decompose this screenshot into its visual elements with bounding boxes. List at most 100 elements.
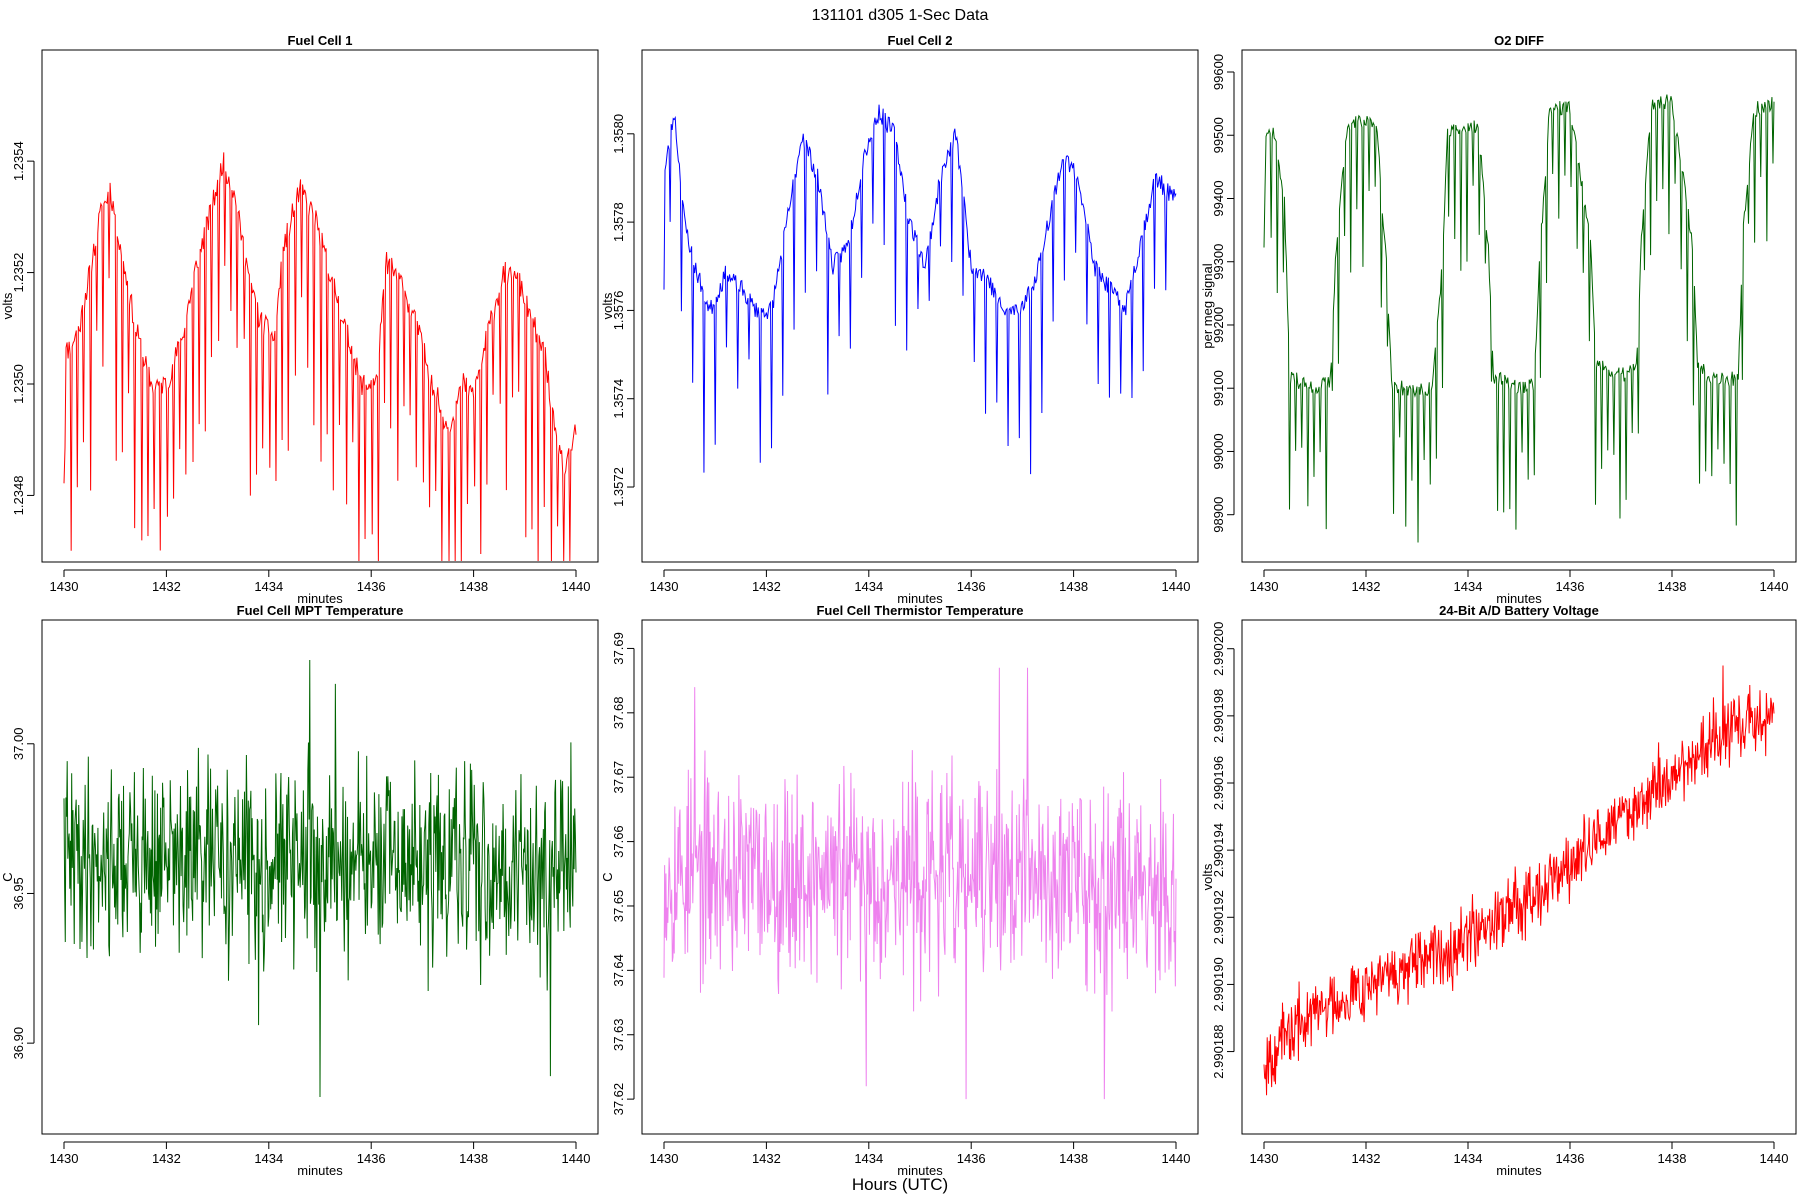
y-tick-label: 1.3572 [611, 467, 626, 507]
y-tick-label: 37.65 [611, 890, 626, 923]
x-tick-label: 1438 [1658, 579, 1687, 594]
y-tick-label: 2.990188 [1211, 1024, 1226, 1078]
y-tick-label: 37.63 [611, 1018, 626, 1051]
x-tick-label: 1436 [357, 1151, 386, 1166]
x-tick-label: 1436 [1556, 1151, 1585, 1166]
y-tick-label: 37.66 [611, 825, 626, 858]
chart-panel-mpt: Fuel Cell MPT Temperature 1430 1432 1434 143… [0, 603, 599, 1178]
series-line [663, 667, 1177, 1100]
x-tick-label: 1430 [650, 579, 679, 594]
x-tick-label: 1438 [459, 1151, 488, 1166]
plot-frame [641, 619, 1199, 1135]
figure-title: 131101 d305 1-Sec Data [812, 7, 989, 24]
y-tick-label: 37.67 [611, 761, 626, 794]
y-axis-label: volts [0, 292, 15, 319]
y-tick-label: 1.3578 [611, 202, 626, 242]
y-tick-label: 1.2354 [11, 141, 26, 181]
y-tick-label: 99400 [1211, 180, 1226, 216]
y-tick-label: 99500 [1211, 117, 1226, 153]
x-axis-label: minutes [897, 591, 943, 606]
chart-title: 24-Bit A/D Battery Voltage [1439, 603, 1599, 618]
y-tick-label: 2.990194 [1211, 823, 1226, 877]
y-tick-label: 2.990190 [1211, 957, 1226, 1011]
y-tick-label: 37.64 [611, 954, 626, 987]
chart-title: Fuel Cell Thermistor Temperature [816, 603, 1023, 618]
x-tick-label: 1440 [1162, 579, 1191, 594]
x-tick-label: 1432 [1352, 579, 1381, 594]
x-tick-label: 1434 [1454, 579, 1483, 594]
chart-title: Fuel Cell 2 [887, 33, 952, 48]
y-tick-label: 98900 [1211, 497, 1226, 533]
x-tick-label: 1432 [752, 579, 781, 594]
x-tick-label: 1438 [1059, 579, 1088, 594]
y-tick-label: 1.3576 [611, 291, 626, 331]
chart-panel-fc1: Fuel Cell 1 1430 1432 1434 1436 1438 1440 minut… [0, 33, 599, 606]
y-tick-label: 99100 [1211, 370, 1226, 406]
x-tick-label: 1430 [50, 579, 79, 594]
y-tick-label: 36.90 [11, 1027, 26, 1060]
y-axis-label: per meg signal [1200, 263, 1215, 348]
x-tick-label: 1440 [1760, 1151, 1789, 1166]
x-tick-label: 1438 [1658, 1151, 1687, 1166]
series-line [63, 659, 577, 1098]
y-tick-label: 1.3574 [611, 379, 626, 419]
x-tick-label: 1440 [1162, 1151, 1191, 1166]
plot-frame [41, 49, 599, 563]
y-tick-label: 2.990196 [1211, 756, 1226, 810]
y-tick-label: 37.00 [11, 728, 26, 761]
x-tick-label: 1432 [152, 1151, 181, 1166]
x-tick-label: 1432 [752, 1151, 781, 1166]
y-tick-label: 37.69 [611, 632, 626, 665]
x-axis-label: minutes [1496, 591, 1542, 606]
x-axis-label: minutes [897, 1163, 943, 1178]
plot-frame [641, 49, 1199, 563]
x-tick-label: 1434 [254, 1151, 283, 1166]
x-tick-label: 1436 [1556, 579, 1585, 594]
y-tick-label: 2.990192 [1211, 890, 1226, 944]
y-axis-label: volts [1200, 863, 1215, 890]
figure-bottom-label: Hours (UTC) [852, 1175, 948, 1194]
x-axis-label: minutes [297, 591, 343, 606]
x-tick-label: 1436 [957, 1151, 986, 1166]
x-axis-label: minutes [1496, 1163, 1542, 1178]
x-tick-label: 1432 [152, 579, 181, 594]
y-tick-label: 2.990200 [1211, 622, 1226, 676]
y-tick-label: 2.990198 [1211, 689, 1226, 743]
y-axis-label: C [0, 872, 15, 881]
x-tick-label: 1430 [1250, 579, 1279, 594]
chart-panel-batt: 24-Bit A/D Battery Voltage 1430 1432 1434 14… [1200, 603, 1797, 1178]
y-tick-label: 99200 [1211, 307, 1226, 343]
chart-title: Fuel Cell MPT Temperature [237, 603, 404, 618]
x-tick-label: 1430 [50, 1151, 79, 1166]
series-line [63, 152, 577, 562]
chart-panel-therm: Fuel Cell Thermistor Temperature 1430 1432… [600, 603, 1199, 1178]
y-axis-label: C [600, 872, 615, 881]
y-tick-label: 1.2350 [11, 364, 26, 404]
y-tick-label: 99600 [1211, 54, 1226, 90]
x-tick-label: 1434 [1454, 1151, 1483, 1166]
x-tick-label: 1432 [1352, 1151, 1381, 1166]
y-tick-label: 1.2352 [11, 253, 26, 293]
y-tick-label: 99000 [1211, 433, 1226, 469]
x-tick-label: 1440 [562, 579, 591, 594]
plot-frame [41, 619, 599, 1135]
series-line [1263, 665, 1775, 1096]
x-tick-label: 1434 [254, 579, 283, 594]
x-tick-label: 1440 [562, 1151, 591, 1166]
chart-title: O2 DIFF [1494, 33, 1544, 48]
plot-frame [1241, 619, 1797, 1135]
y-axis-label: volts [600, 292, 615, 319]
x-tick-label: 1440 [1760, 579, 1789, 594]
y-tick-label: 1.3580 [611, 114, 626, 154]
x-tick-label: 1438 [1059, 1151, 1088, 1166]
x-axis-label: minutes [297, 1163, 343, 1178]
x-tick-label: 1434 [854, 579, 883, 594]
plot-frame [1241, 49, 1797, 563]
y-tick-label: 1.2348 [11, 476, 26, 516]
x-tick-label: 1436 [957, 579, 986, 594]
y-tick-label: 37.62 [611, 1083, 626, 1116]
x-tick-label: 1430 [650, 1151, 679, 1166]
chart-panel-o2: O2 DIFF 1430 1432 1434 1436 1438 1440 minutes 98… [1200, 33, 1797, 606]
x-tick-label: 1436 [357, 579, 386, 594]
x-tick-label: 1434 [854, 1151, 883, 1166]
